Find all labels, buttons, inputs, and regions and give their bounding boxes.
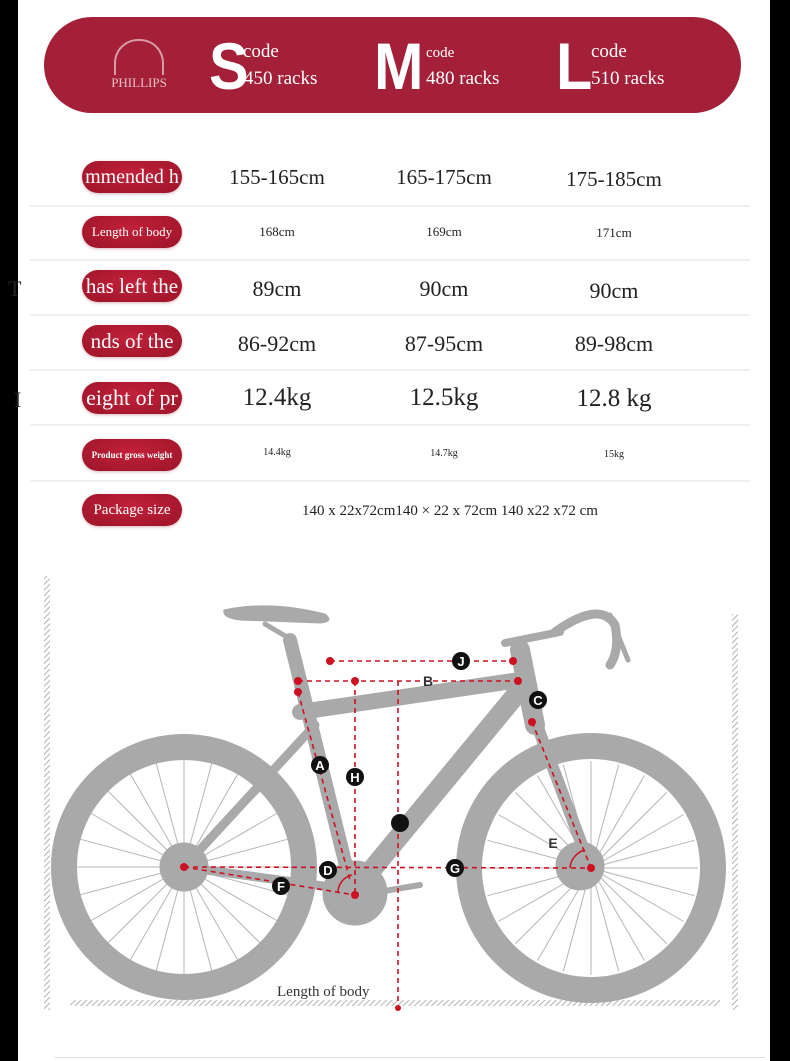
table-row: eight of pr 12.4kg 12.5kg 12.8 kg [30,370,750,426]
table-row: Length of body 168cm 169cm 171cm [30,205,750,261]
size-code: code [426,45,455,61]
marker-b: B [423,673,433,689]
svg-text:G: G [450,861,460,876]
cell-m: 12.5kg [409,384,479,411]
ground-line [70,1000,720,1006]
marker-labels: A B C D E F G H J [272,652,558,895]
row-label: Length of body [82,216,182,248]
row-label: eight of pr [82,382,182,414]
divider [55,1057,765,1058]
cell-l: 12.8 kg [576,385,652,412]
cell-s: 14.4kg [263,447,291,458]
spoke [590,867,668,945]
spoke [590,867,684,922]
cell-l: 89-98cm [574,331,654,356]
svg-text:E: E [548,835,557,851]
marker-f: F [272,877,290,895]
cell-m: 165-175cm [396,165,492,189]
svg-text:J: J [457,654,464,669]
cell-m: 90cm [419,276,469,301]
table-row: Product gross weight 14.4kg 14.7kg 15kg [30,426,750,482]
table-row: mmended h 155-165cm 165-175cm 175-185cm [30,151,750,207]
head-angle-arc [569,849,586,869]
row-label: has left the [82,270,182,302]
size-racks: 480 racks [426,68,500,89]
spoke [590,839,695,869]
right-frame-border [732,614,738,1010]
cell-m: 14.7kg [430,448,458,459]
table-row: nds of the 86-92cm 87-95cm 89-98cm [30,315,750,371]
size-racks: 510 racks [591,68,665,89]
table-row: Package size 140 x 22x72cm140 × 22 x 72c… [30,482,750,536]
cell-m: 87-95cm [404,331,484,356]
cell-s: 12.4kg [242,384,312,411]
svg-text:H: H [350,770,359,785]
cell-l: 175-185cm [566,167,662,191]
wrench-marker-icon [391,814,409,832]
cell-s: 89cm [252,276,302,301]
package-size-value: 140 x 22x72cm140 × 22 x 72cm 140 x22 x72… [302,503,598,519]
measure-lines [183,660,592,1008]
size-code: code [591,41,627,62]
size-code: code [243,41,279,62]
cell-l: 90cm [589,278,639,303]
row-label: Package size [82,494,182,526]
row-label: nds of the [82,325,182,357]
stray-text: T [8,276,22,301]
row-label: mmended h [82,161,182,193]
brand-name: PHILLIPS [111,75,167,90]
marker-e: E [548,835,557,851]
marker-d: D [319,861,337,879]
spoke [590,791,668,869]
lion-emblem-icon [114,39,164,75]
right-border [770,0,790,1061]
size-banner: PHILLIPS S code 450 racks M code 480 rac… [44,17,741,113]
bike-geometry-diagram: A B C D E F G H J [44,576,738,1011]
table-row: has left the 89cm 90cm 90cm [30,260,750,316]
size-letter: L [556,29,593,103]
spoke [590,867,645,961]
marker-h: H [346,768,364,786]
marker-a: A [311,756,329,774]
stray-text: I [14,387,22,412]
size-letter: S [209,29,249,103]
cell-s: 168cm [259,224,295,239]
size-racks: 450 racks [244,68,318,89]
seat-angle-arc [337,874,353,894]
cell-m: 169cm [426,224,462,239]
marker-c: C [529,691,547,709]
marker-g: G [446,859,464,877]
spoke [590,867,695,897]
left-frame-border [44,576,50,1010]
cell-l: 15kg [604,449,624,460]
cell-s: 86-92cm [237,331,317,356]
cell-s: 155-165cm [229,165,325,189]
svg-text:F: F [277,879,285,894]
size-letter: M [374,29,424,103]
left-border [0,0,18,1061]
svg-text:D: D [323,863,332,878]
measure-points [180,657,595,1011]
row-label: Product gross weight [82,439,182,471]
spoke [590,814,684,869]
svg-text:B: B [423,673,433,689]
marker-j: J [452,652,470,670]
cell-l: 171cm [596,225,632,240]
svg-text:C: C [533,693,543,708]
brand-logo: PHILLIPS [104,39,174,99]
spoke [590,867,620,972]
length-of-body-caption: Length of body [277,984,370,1000]
svg-text:A: A [315,758,325,773]
